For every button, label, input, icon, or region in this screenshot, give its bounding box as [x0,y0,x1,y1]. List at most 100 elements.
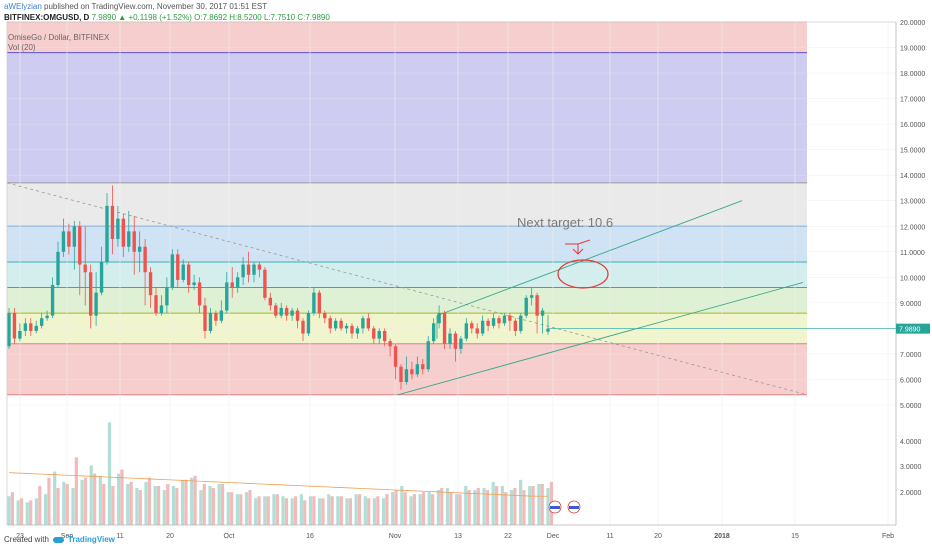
volume-bar [440,488,444,525]
axes: 20.0000 19.0000 18.0000 17.0000 16.0000 15.00… [6,20,930,540]
fib-band [7,226,807,263]
volume-bar [513,488,517,525]
target-circle [557,259,609,289]
tradingview-brand[interactable]: TradingView [67,535,115,544]
x-tick-label: 2018 [714,533,730,540]
volume-bar [175,488,179,525]
candle-body [470,323,474,329]
candle-body [393,346,398,367]
candle-body [497,318,501,324]
volume-bar [376,496,380,525]
candle-body [263,269,267,298]
volume-bar [445,488,450,525]
close-value: C:7.9890 [297,13,330,22]
candle-body [56,251,60,285]
volume-bar [230,492,234,525]
change-up-icon: ▲ [118,13,127,22]
candle-body [404,369,409,383]
candle-body [50,284,55,316]
volume-bar [144,481,148,525]
volume-bar [147,477,152,525]
candle-body [34,325,38,331]
candle-body [241,264,245,278]
candle-body [170,254,175,288]
volume-bar [372,498,377,525]
candle-body [257,264,262,270]
candle-body [203,305,207,331]
candle-body [225,282,229,311]
candle-body [137,246,142,252]
annotation-layer: Next target: 10.6 [517,215,613,514]
fib-bands [7,21,807,396]
volume-bar [83,477,88,525]
volume-bar [74,457,78,525]
volume-legend[interactable]: Vol (20) [8,43,36,52]
volume-bar [171,485,176,525]
x-tick-label: 16 [306,533,314,540]
channel-lower-line [397,282,804,396]
candle-body [127,231,131,247]
fib-band [7,182,807,227]
candle-body [421,364,425,370]
created-with-text: Created with [4,535,49,544]
volume-tick-label: 3.0000 [900,464,922,471]
x-tick-label: Dec [547,533,560,540]
candle-body [78,226,82,265]
series-legend[interactable]: OmiseGo / Dollar, BITFINEX [8,33,110,42]
volume-bar [235,494,239,525]
candle-body [165,287,169,306]
candle-body [290,310,294,316]
volume-bar [458,494,462,525]
candle-body [344,325,349,329]
volume-bar [308,496,313,525]
volume-bar [80,479,84,525]
volume-bar [318,498,322,525]
volume-bar [421,492,426,525]
last-price-tag [896,323,930,334]
volume-bar [199,490,203,525]
volume-bar [281,496,285,525]
candle-body [94,292,98,316]
author-link[interactable]: aWElyzian [4,2,42,11]
y-tick-label: 7.0000 [900,352,922,359]
volume-bar [10,492,14,525]
candle-body [154,295,158,314]
candle-body [312,292,316,314]
candle-body [284,307,289,316]
candle-body [214,313,218,321]
grid [7,21,896,525]
y-tick-label: 20.0000 [900,20,925,27]
candle-body [110,205,115,240]
channel-upper-line [436,200,743,317]
x-tick-label: 13 [454,533,462,540]
candle-body [372,328,376,339]
y-tick-label: 12.0000 [900,224,925,231]
volume-bar [290,498,294,525]
volume-bar [62,481,66,525]
volume-bar [162,490,166,525]
volume-bar [89,465,93,525]
candle-body [61,231,66,252]
volume-bar [339,496,343,525]
candle-body [426,341,430,370]
volume-bar [540,483,544,525]
x-tick-label: Nov [389,533,402,540]
y-tick-label: 11.0000 [900,250,925,257]
volume-bar [299,494,303,525]
volume-bar [473,490,477,525]
volume-bar [312,496,316,525]
trend-lines [6,182,896,396]
candle-body [301,320,305,334]
volume-bar [19,498,24,525]
volume-bar [65,483,69,525]
candle-body [535,295,539,316]
volume-bar [166,483,170,525]
volume-bar [135,488,139,525]
volume-bar [129,481,133,525]
volume-bar [357,494,362,525]
candle-body [192,282,196,285]
fib-band [7,287,807,314]
x-tick-label: 15 [791,533,799,540]
candle-body [306,313,311,334]
